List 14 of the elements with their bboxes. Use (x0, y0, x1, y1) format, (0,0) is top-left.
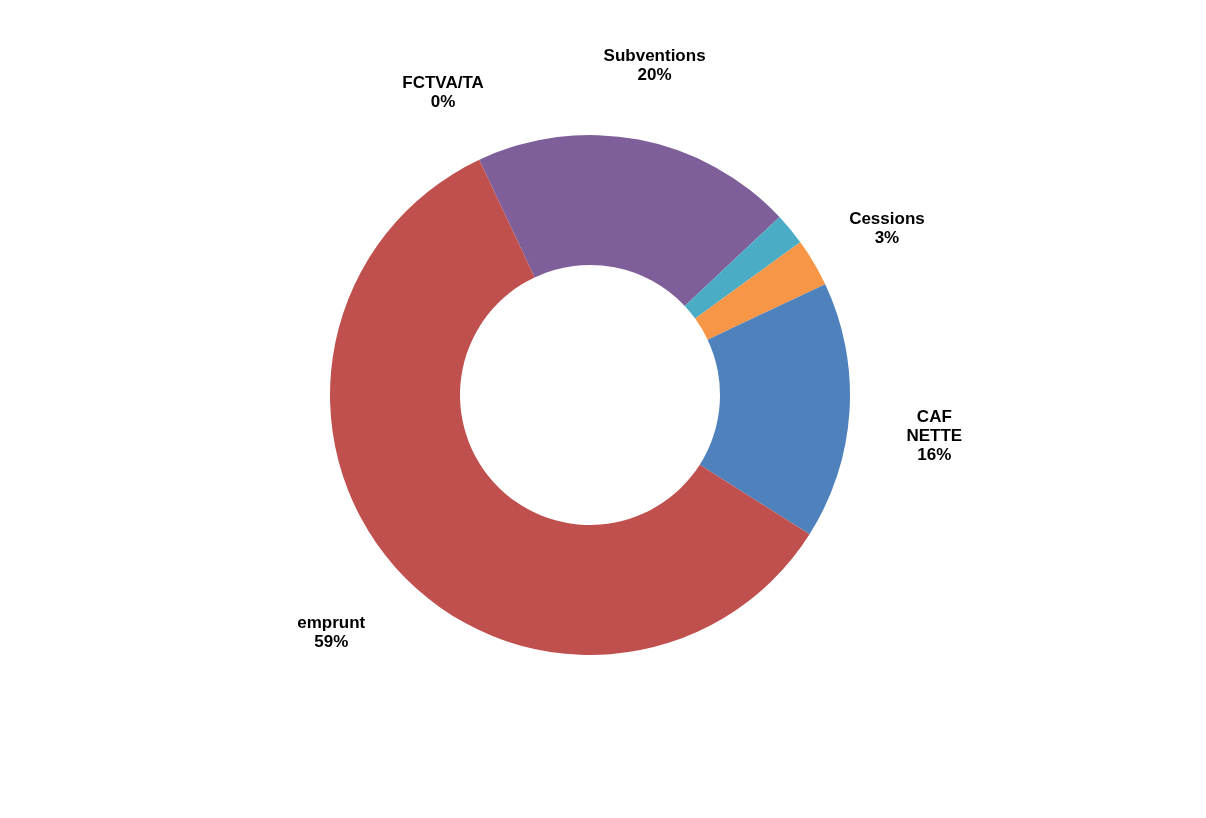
slice-label: Cessions (849, 209, 925, 229)
donut-slice (479, 135, 780, 306)
slice-label: CAF NETTE (906, 406, 963, 445)
text: 0% (430, 91, 456, 111)
donut-slice (695, 242, 826, 340)
slice-label: emprunt (297, 613, 366, 633)
category-label: FCTVA/TA (402, 72, 484, 92)
donut-slice (684, 216, 801, 319)
data-label: 16% (917, 444, 952, 464)
data-label: 20% (637, 65, 672, 85)
slice-label: Subventions (603, 46, 706, 66)
data-label: 59% (314, 632, 349, 652)
donut-slice (699, 284, 850, 535)
data-label: 3% (874, 228, 900, 248)
